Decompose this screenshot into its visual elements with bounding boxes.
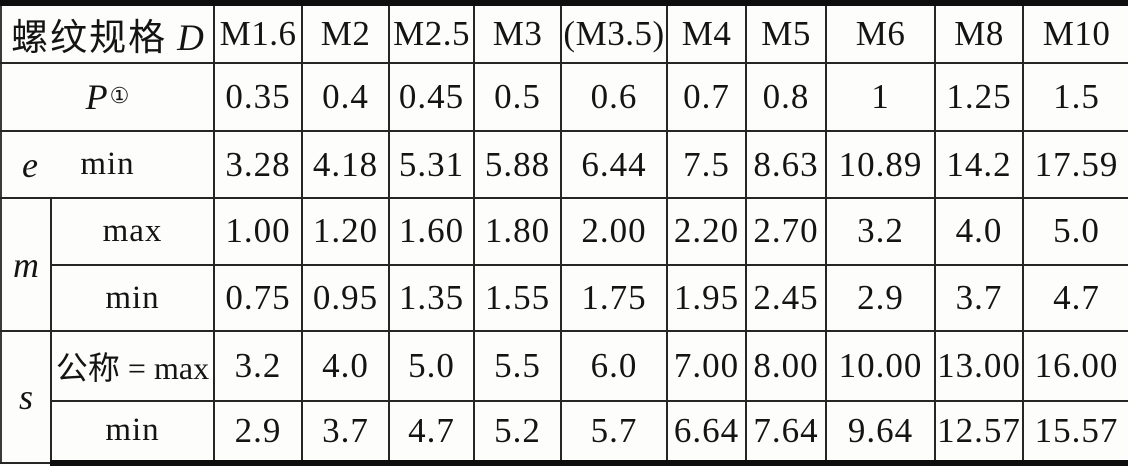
column-header-m5: M5 <box>745 0 828 65</box>
pitch-value: 0.6 <box>560 62 669 133</box>
e-min-value: 4.18 <box>301 130 391 199</box>
m-max-value: 3.2 <box>825 196 937 267</box>
pitch-value: 0.8 <box>745 62 828 133</box>
spec-label-text: 螺纹规格 <box>11 18 168 60</box>
m-symbol: m <box>13 244 39 285</box>
table-row: m max 1.00 1.20 1.60 1.80 2.00 2.20 2.70… <box>0 196 1128 333</box>
e-min-label-cell: e min <box>0 130 216 199</box>
e-min-value: 8.63 <box>745 130 828 199</box>
s-nominal-value: 6.0 <box>560 330 669 402</box>
table-row: s 公称 = max 3.2 4.0 5.0 5.5 6.0 7.00 8.00… <box>0 330 1128 464</box>
m-max-value: 1.20 <box>301 196 391 267</box>
e-min-value: 10.89 <box>825 130 937 199</box>
table-row: e min 3.28 4.18 5.31 5.88 6.44 7.5 8.63 1… <box>0 130 1128 199</box>
m-max-value: 2.00 <box>560 196 669 267</box>
s-nominal-value: 13.00 <box>934 330 1025 402</box>
pitch-value: 0.35 <box>213 62 304 133</box>
column-header-m3: M3 <box>473 0 563 65</box>
column-header-m1.6: M1.6 <box>213 0 304 65</box>
m-max-value: 2.20 <box>666 196 748 267</box>
s-nominal-value: 8.00 <box>745 330 828 402</box>
s-symbol-cell: s <box>0 330 52 464</box>
pitch-value: 0.4 <box>301 62 391 133</box>
column-header-m4: M4 <box>666 0 748 65</box>
s-nominal-value: 4.0 <box>301 330 391 402</box>
m-max-value: 4.0 <box>934 196 1025 267</box>
pitch-value: 0.5 <box>473 62 563 133</box>
m-symbol-cell: m <box>0 196 52 333</box>
m-min-value: 3.7 <box>934 264 1025 333</box>
m-min-value: 1.55 <box>473 264 563 333</box>
m-min-value: 1.95 <box>666 264 748 333</box>
s-min-value: 2.9 <box>213 399 304 467</box>
column-header-m2.5: M2.5 <box>388 0 476 65</box>
s-min-value: 7.64 <box>745 399 828 467</box>
m-max-value: 1.80 <box>473 196 563 267</box>
pitch-value: 1 <box>825 62 937 133</box>
s-nominal-max-label: 公称 = max <box>49 330 216 402</box>
s-min-value: 4.7 <box>388 399 476 467</box>
s-min-value: 3.7 <box>301 399 391 467</box>
pitch-value: 1.5 <box>1022 62 1128 133</box>
pitch-label-cell: P① <box>0 62 216 133</box>
s-nominal-value: 5.0 <box>388 330 476 402</box>
s-min-value: 5.7 <box>560 399 669 467</box>
pitch-symbol-p: P <box>85 77 108 118</box>
e-min-value: 14.2 <box>934 130 1025 199</box>
m-min-value: 1.35 <box>388 264 476 333</box>
s-nominal-value: 10.00 <box>825 330 937 402</box>
spec-label-cell: 螺纹规格 D <box>0 0 216 65</box>
spec-symbol-d: D <box>177 18 204 60</box>
table-row: min 0.75 0.95 1.35 1.55 1.75 1.95 2.45 2… <box>1 264 1128 333</box>
table-row: P① 0.35 0.4 0.45 0.5 0.6 0.7 0.8 1 1.25 … <box>0 62 1128 133</box>
e-symbol: e <box>22 144 38 185</box>
e-min-value: 6.44 <box>560 130 669 199</box>
footnote-mark: ① <box>109 82 130 108</box>
column-header-m10: M10 <box>1022 0 1128 65</box>
m-max-value: 1.60 <box>388 196 476 267</box>
s-min-value: 15.57 <box>1022 399 1128 467</box>
column-header-m6: M6 <box>825 0 937 65</box>
m-max-value: 5.0 <box>1022 196 1128 267</box>
s-symbol: s <box>18 377 33 418</box>
column-header-m8: M8 <box>934 0 1025 65</box>
s-min-value: 9.64 <box>825 399 937 467</box>
m-min-value: 4.7 <box>1022 264 1128 333</box>
e-min-value: 17.59 <box>1022 130 1128 199</box>
pitch-value: 0.7 <box>666 62 748 133</box>
s-nominal-value: 3.2 <box>213 330 304 402</box>
e-min-value: 5.88 <box>473 130 563 199</box>
pitch-value: 0.45 <box>388 62 476 133</box>
e-min-value: 5.31 <box>388 130 476 199</box>
m-max-value: 1.00 <box>213 196 304 267</box>
s-min-value: 6.64 <box>666 399 748 467</box>
table-row: min 2.9 3.7 4.7 5.2 5.7 6.64 7.64 9.64 1… <box>1 399 1128 467</box>
table-row: 螺纹规格 D M1.6 M2 M2.5 M3 (M3.5) M4 M5 M6 M8… <box>0 0 1128 65</box>
s-min-label: min <box>49 399 216 467</box>
m-min-value: 2.9 <box>825 264 937 333</box>
e-limit-label: min <box>80 146 135 183</box>
m-min-value: 0.95 <box>301 264 391 333</box>
s-min-value: 5.2 <box>473 399 563 467</box>
s-nominal-value: 7.00 <box>666 330 748 402</box>
m-min-label: min <box>49 264 216 333</box>
m-min-value: 1.75 <box>560 264 669 333</box>
pitch-value: 1.25 <box>934 62 1025 133</box>
m-min-value: 2.45 <box>745 264 828 333</box>
column-header-m3.5: (M3.5) <box>560 0 669 65</box>
s-nominal-value: 16.00 <box>1022 330 1128 402</box>
e-min-value: 7.5 <box>666 130 748 199</box>
m-min-value: 0.75 <box>213 264 304 333</box>
e-min-value: 3.28 <box>213 130 304 199</box>
s-min-value: 12.57 <box>934 399 1025 467</box>
m-max-label: max <box>49 196 216 267</box>
s-nominal-value: 5.5 <box>473 330 563 402</box>
column-header-m2: M2 <box>301 0 391 65</box>
m-max-value: 2.70 <box>745 196 828 267</box>
